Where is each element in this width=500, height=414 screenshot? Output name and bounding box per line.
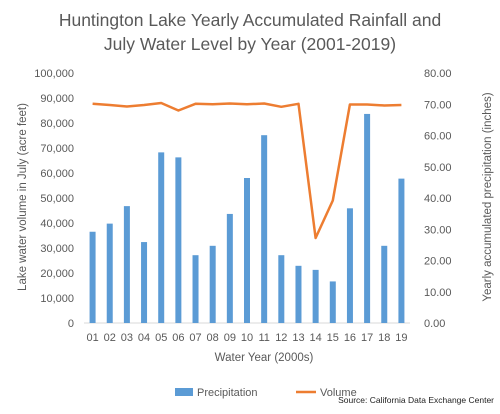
precipitation-bar xyxy=(398,178,405,323)
y-left-tick-label: 60,000 xyxy=(40,168,74,180)
precipitation-bar xyxy=(175,157,182,323)
y-right-tick-label: 40.00 xyxy=(424,193,452,205)
x-tick-label: 15 xyxy=(327,332,339,344)
x-axis-label: Water Year (2000s) xyxy=(215,352,314,364)
precipitation-bar xyxy=(244,178,250,323)
x-tick-label: 07 xyxy=(189,332,201,344)
y-left-tick-label: 10,000 xyxy=(40,293,74,305)
chart-title-line1: Huntington Lake Yearly Accumulated Rainf… xyxy=(58,10,442,30)
precipitation-bar xyxy=(123,206,130,323)
y-left-tick-label: 100,000 xyxy=(34,68,74,80)
legend: Precipitation Volume xyxy=(175,387,357,399)
x-tick-label: 14 xyxy=(310,332,322,344)
y-right-tick-label: 60.00 xyxy=(424,131,452,143)
precipitation-bar xyxy=(295,265,302,323)
y-right-tick-label: 20.00 xyxy=(424,256,452,268)
x-tick-label: 06 xyxy=(172,332,184,344)
y-right-tick-label: 70.00 xyxy=(424,99,452,111)
y-left-tick-label: 40,000 xyxy=(40,218,74,230)
x-tick-label: 17 xyxy=(361,332,373,344)
y-axis-label-right: Yearly accumulated precipitation (inches… xyxy=(482,92,494,301)
x-tick-label: 16 xyxy=(344,332,356,344)
x-tick-label: 19 xyxy=(395,332,407,344)
precipitation-bar xyxy=(312,269,319,323)
precipitation-bar xyxy=(89,231,96,323)
precipitation-bar xyxy=(209,245,216,323)
legend-volume-label: Volume xyxy=(320,387,357,399)
precipitation-bar xyxy=(278,255,285,323)
precipitation-bar xyxy=(261,135,268,323)
precipitation-bar xyxy=(158,152,165,323)
legend-precipitation-swatch xyxy=(175,388,193,396)
y-axis-label-left: Lake water volume in July (acre feet) xyxy=(17,103,29,291)
x-tick-label: 11 xyxy=(258,332,269,344)
y-right-tick-label: 30.00 xyxy=(424,224,452,236)
y-left-tick-label: 80,000 xyxy=(40,118,74,130)
precipitation-bar xyxy=(192,255,199,323)
y-right-tick-label: 0.00 xyxy=(424,318,445,330)
precipitation-bar xyxy=(329,281,336,323)
y-right-tick-label: 10.00 xyxy=(424,287,452,299)
volume-line xyxy=(92,101,402,240)
source-note: Source: California Data Exchange Center xyxy=(338,395,494,405)
chart-title-line2: July Water Level by Year (2001-2019) xyxy=(103,34,397,54)
x-tick-label: 05 xyxy=(155,332,167,344)
y-right-tick-label: 80.00 xyxy=(424,68,452,80)
x-tick-label: 03 xyxy=(121,332,133,344)
precipitation-bar xyxy=(346,208,353,323)
y-left-tick-label: 70,000 xyxy=(40,143,74,155)
precipitation-bar xyxy=(141,242,148,323)
y-left-tick-label: 0 xyxy=(68,318,74,330)
x-tick-label: 01 xyxy=(86,332,98,344)
y-left-tick-label: 20,000 xyxy=(40,268,74,280)
y-left-tick-label: 90,000 xyxy=(40,93,74,105)
x-tick-label: 09 xyxy=(224,332,236,344)
x-tick-label: 08 xyxy=(207,332,219,344)
precipitation-bar xyxy=(106,223,113,323)
legend-precipitation-label: Precipitation xyxy=(197,387,258,399)
precipitation-bar xyxy=(364,113,371,323)
x-tick-label: 04 xyxy=(138,332,150,344)
x-tick-label: 02 xyxy=(104,332,116,344)
y-right-tick-label: 50.00 xyxy=(424,162,452,174)
y-left-tick-label: 30,000 xyxy=(40,243,74,255)
precipitation-bar xyxy=(226,213,233,323)
precipitation-bar xyxy=(381,245,388,323)
x-tick-label: 13 xyxy=(292,332,304,344)
y-left-tick-label: 50,000 xyxy=(40,193,74,205)
x-tick-label: 10 xyxy=(241,332,253,344)
x-tick-label: 18 xyxy=(378,332,390,344)
x-tick-label: 12 xyxy=(275,332,287,344)
